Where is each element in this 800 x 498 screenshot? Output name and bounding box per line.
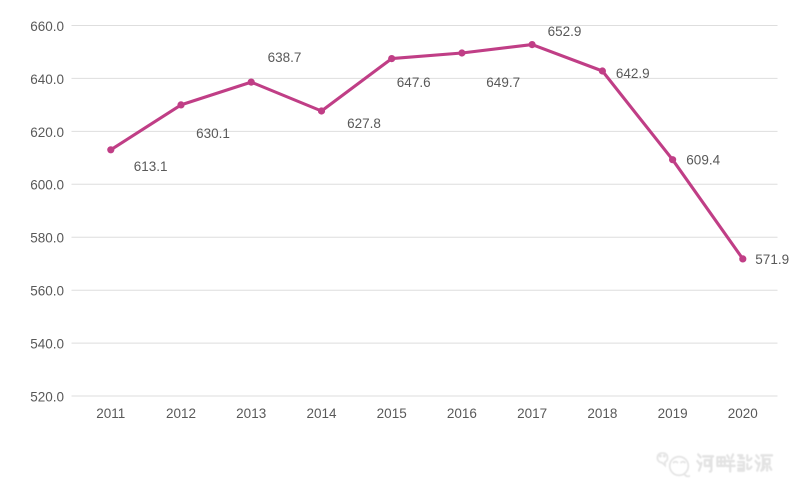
svg-text:520.0: 520.0: [30, 389, 64, 404]
svg-text:560.0: 560.0: [30, 284, 64, 299]
svg-text:2013: 2013: [236, 406, 266, 421]
svg-text:627.8: 627.8: [347, 116, 381, 131]
svg-text:660.0: 660.0: [30, 19, 64, 34]
svg-text:630.1: 630.1: [196, 126, 230, 141]
svg-text:620.0: 620.0: [30, 125, 64, 140]
svg-text:609.4: 609.4: [686, 152, 720, 167]
svg-text:613.1: 613.1: [134, 159, 168, 174]
svg-text:642.9: 642.9: [616, 66, 650, 81]
svg-text:2011: 2011: [96, 406, 125, 421]
svg-text:580.0: 580.0: [30, 231, 64, 246]
svg-text:2012: 2012: [166, 406, 196, 421]
svg-text:640.0: 640.0: [30, 72, 64, 87]
svg-text:600.0: 600.0: [30, 178, 64, 193]
svg-text:2019: 2019: [658, 406, 688, 421]
svg-text:638.7: 638.7: [268, 50, 302, 65]
svg-text:2018: 2018: [587, 406, 617, 421]
svg-text:2017: 2017: [517, 406, 547, 421]
svg-text:2016: 2016: [447, 406, 477, 421]
svg-text:647.6: 647.6: [397, 75, 431, 90]
svg-text:2015: 2015: [377, 406, 407, 421]
svg-text:649.7: 649.7: [486, 75, 520, 90]
svg-text:652.9: 652.9: [548, 24, 582, 39]
svg-text:571.9: 571.9: [755, 252, 789, 267]
svg-text:2020: 2020: [728, 406, 758, 421]
svg-text:2014: 2014: [306, 406, 337, 421]
svg-text:540.0: 540.0: [30, 337, 64, 352]
